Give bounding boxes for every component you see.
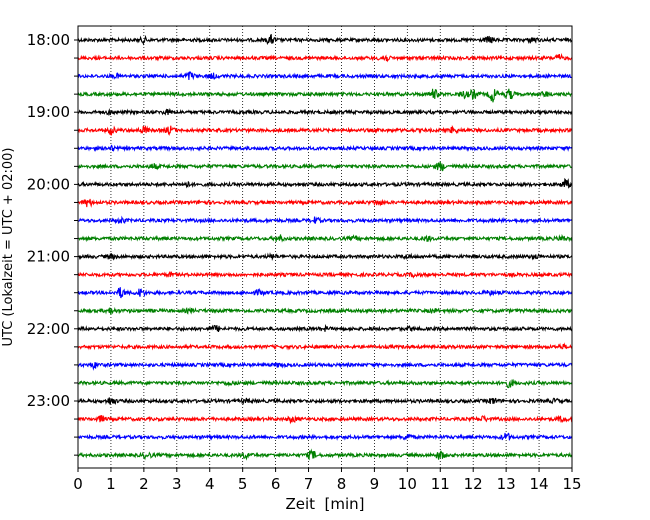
trace-line [77,397,573,405]
y-tick-label: 21:00 [27,248,70,266]
y-tick-label: 23:00 [27,392,70,410]
x-axis-label: Zeit [min] [285,495,364,513]
x-tick-label: 14 [530,475,549,493]
trace-line [77,414,573,425]
x-tick-label: 9 [370,475,380,493]
trace-line [77,323,573,333]
x-tick-label: 10 [398,475,417,493]
trace-line [77,161,573,172]
trace-line [77,448,573,461]
x-tick-label: 15 [562,475,581,493]
y-tick-label: 20:00 [27,175,70,193]
trace-line [77,124,573,136]
y-axis-ticks: 18:00 19:00 20:00 21:00 22:00 23:00 [27,31,78,456]
x-axis-ticks: 0 1 2 3 4 5 6 7 8 9 10 11 12 13 14 15 [73,468,582,493]
trace-line [77,52,573,63]
y-tick-label: 18:00 [27,31,70,49]
x-tick-label: 3 [172,475,182,493]
trace-line [77,378,573,389]
trace-line [77,361,573,371]
x-tick-label: 13 [497,475,516,493]
trace-line [77,287,573,299]
trace-line [77,33,573,46]
trace-line [77,88,573,103]
y-tick-label: 19:00 [27,103,70,121]
trace-line [77,198,573,208]
trace-line [77,252,573,261]
y-tick-label: 22:00 [27,320,70,338]
trace-line [77,107,573,116]
trace-line [77,144,573,153]
plot-frame [77,25,573,469]
x-tick-label: 6 [271,475,281,493]
x-tick-label: 12 [464,475,483,493]
trace-line [77,432,573,441]
trace-line [77,70,573,81]
x-tick-label: 5 [238,475,248,493]
x-tick-label: 0 [73,475,83,493]
traces [77,33,573,461]
y-axis-label: UTC (Lokalzeit = UTC + 02:00) [1,148,16,347]
x-tick-label: 11 [431,475,450,493]
trace-line [77,342,573,351]
trace-line [77,270,573,279]
x-tick-label: 8 [337,475,347,493]
trace-line [77,233,573,243]
x-tick-label: 7 [304,475,314,493]
trace-line [77,306,573,315]
trace-line [77,215,573,225]
x-tick-label: 4 [205,475,215,493]
x-tick-label: 1 [106,475,116,493]
trace-line [77,177,573,189]
x-tick-label: 2 [139,475,149,493]
